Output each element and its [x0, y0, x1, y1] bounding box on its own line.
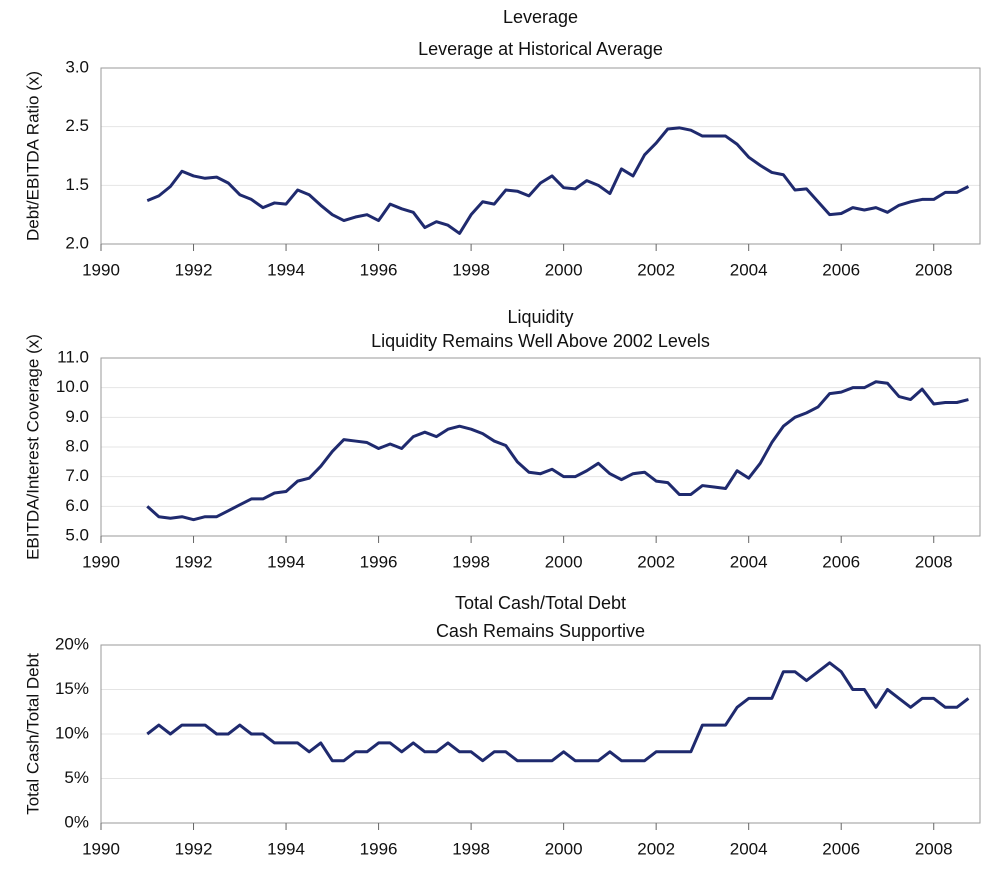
- chart-title: Liquidity: [507, 307, 573, 327]
- x-tick-label: 2002: [637, 260, 675, 279]
- y-tick-label: 20%: [55, 634, 89, 653]
- x-tick-label: 1996: [360, 839, 398, 858]
- chart-title: Leverage: [503, 7, 578, 27]
- x-tick-label: 2000: [545, 839, 583, 858]
- y-tick-label: 7.0: [65, 466, 89, 485]
- x-tick-label: 2004: [730, 839, 768, 858]
- x-tick-label: 1992: [175, 552, 213, 571]
- y-tick-label: 9.0: [65, 407, 89, 426]
- plot-frame: [100, 67, 981, 245]
- plot-frame: [100, 357, 981, 537]
- x-tick-label: 1990: [82, 839, 120, 858]
- plot-frame: [100, 644, 981, 824]
- y-tick-label: 0%: [64, 812, 89, 831]
- x-tick-label: 1996: [360, 552, 398, 571]
- x-tick-label: 2006: [822, 839, 860, 858]
- subplot: Liquidity Liquidity Remains Well Above 20…: [23, 307, 981, 571]
- x-tick-label: 1992: [175, 839, 213, 858]
- x-tick-label: 1998: [452, 260, 490, 279]
- x-tick-label: 2002: [637, 839, 675, 858]
- chart-subtitle: Liquidity Remains Well Above 2002 Levels: [371, 331, 710, 351]
- x-tick-label: 1990: [82, 260, 120, 279]
- y-tick-label: 5.0: [65, 525, 89, 544]
- data-line: [146, 661, 970, 763]
- subplot: Total Cash/Total Debt Cash Remains Suppor…: [23, 593, 981, 858]
- x-tick-label: 1992: [175, 260, 213, 279]
- x-tick-label: 1994: [267, 839, 305, 858]
- y-axis-label: EBITDA/Interest Coverage (x): [23, 334, 42, 560]
- chart-title: Total Cash/Total Debt: [455, 593, 626, 613]
- x-tick-label: 2008: [915, 552, 953, 571]
- x-tick-label: 1998: [452, 839, 490, 858]
- x-tick-label: 2008: [915, 839, 953, 858]
- x-tick-label: 1998: [452, 552, 490, 571]
- y-tick-label: 10.0: [56, 377, 89, 396]
- y-tick-label: 1.5: [65, 175, 89, 194]
- y-axis-label: Debt/EBITDA Ratio (x): [23, 71, 42, 241]
- y-tick-label: 2.5: [65, 116, 89, 135]
- x-tick-label: 2008: [915, 260, 953, 279]
- y-axis-label: Total Cash/Total Debt: [23, 653, 42, 815]
- x-tick-label: 1990: [82, 552, 120, 571]
- y-tick-label: 2.0: [65, 233, 89, 252]
- y-tick-label: 8.0: [65, 436, 89, 455]
- y-tick-label: 15%: [55, 679, 89, 698]
- y-tick-label: 6.0: [65, 496, 89, 515]
- x-tick-label: 2000: [545, 552, 583, 571]
- y-tick-label: 10%: [55, 723, 89, 742]
- chart-subtitle: Cash Remains Supportive: [436, 621, 645, 641]
- subplot: Leverage Leverage at Historical Average De…: [23, 7, 981, 279]
- x-tick-label: 1994: [267, 260, 305, 279]
- x-tick-label: 1994: [267, 552, 305, 571]
- y-tick-label: 5%: [64, 768, 89, 787]
- x-tick-label: 2000: [545, 260, 583, 279]
- data-line: [146, 380, 969, 522]
- x-tick-label: 2002: [637, 552, 675, 571]
- y-tick-label: 3.0: [65, 57, 89, 76]
- data-line: [146, 126, 970, 235]
- x-tick-label: 2004: [730, 260, 768, 279]
- x-tick-label: 2006: [822, 552, 860, 571]
- x-tick-label: 1996: [360, 260, 398, 279]
- x-tick-label: 2004: [730, 552, 768, 571]
- x-tick-label: 2006: [822, 260, 860, 279]
- y-tick-label: 11.0: [57, 347, 89, 366]
- chart-subtitle: Leverage at Historical Average: [418, 39, 663, 59]
